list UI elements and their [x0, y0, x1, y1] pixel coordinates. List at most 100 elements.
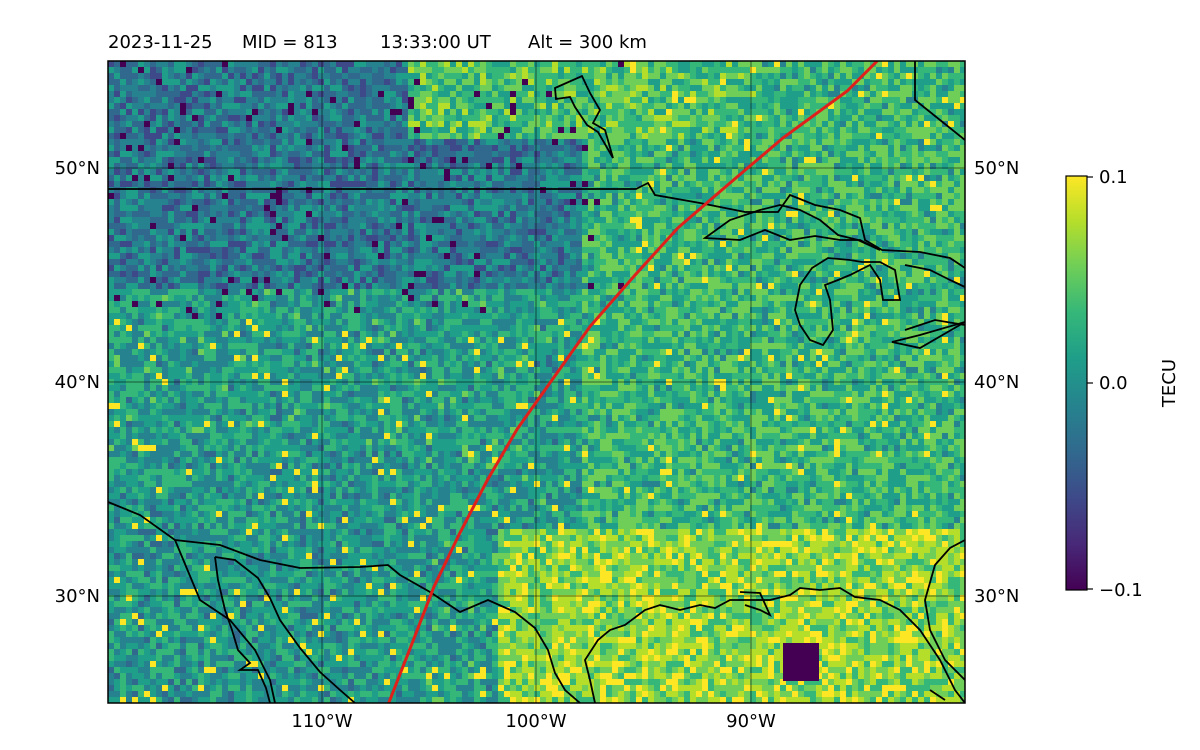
tec-cell	[894, 253, 900, 259]
tec-cell	[606, 247, 612, 253]
tec-cell	[546, 151, 552, 157]
tec-cell	[876, 265, 882, 271]
tec-cell	[822, 73, 828, 79]
tec-cell	[588, 247, 594, 253]
tec-cell	[624, 145, 630, 151]
tec-cell	[678, 229, 684, 235]
tec-cell	[282, 127, 288, 133]
tec-cell	[834, 223, 840, 229]
tec-cell	[156, 79, 162, 85]
tec-cell	[858, 151, 864, 157]
tec-cell	[858, 157, 864, 163]
tec-cell	[666, 181, 672, 187]
tec-cell	[840, 163, 846, 169]
tec-cell	[228, 217, 234, 223]
tec-cell	[714, 91, 720, 97]
tec-cell	[150, 79, 156, 85]
tec-cell	[534, 157, 540, 163]
tec-cell	[486, 175, 492, 181]
tec-cell	[732, 139, 738, 145]
tec-cell	[744, 175, 750, 181]
tec-cell	[426, 61, 432, 67]
tec-cell	[522, 229, 528, 235]
tec-cell	[348, 211, 354, 217]
tec-cell	[672, 139, 678, 145]
tec-cell	[792, 139, 798, 145]
tec-cell	[150, 127, 156, 133]
tec-cell	[408, 241, 414, 247]
tec-cell	[378, 229, 384, 235]
tec-cell	[126, 199, 132, 205]
tec-cell	[366, 187, 372, 193]
tec-cell	[756, 151, 762, 157]
tec-cell	[468, 265, 474, 271]
tec-cell	[258, 139, 264, 145]
tec-cell	[696, 151, 702, 157]
tec-cell	[378, 127, 384, 133]
tec-cell	[450, 247, 456, 253]
tec-cell	[672, 169, 678, 175]
tec-cell	[840, 121, 846, 127]
tec-cell	[720, 91, 726, 97]
tec-cell	[678, 109, 684, 115]
tec-cell	[780, 169, 786, 175]
tec-cell	[618, 241, 624, 247]
tec-cell	[696, 103, 702, 109]
tec-cell	[306, 253, 312, 259]
tec-cell	[828, 109, 834, 115]
tec-cell	[744, 97, 750, 103]
tec-cell	[936, 205, 942, 211]
tec-cell	[708, 175, 714, 181]
tec-cell	[228, 169, 234, 175]
tec-cell	[564, 217, 570, 223]
tec-cell	[144, 133, 150, 139]
tec-cell	[246, 199, 252, 205]
tec-cell	[264, 235, 270, 241]
tec-cell	[528, 265, 534, 271]
tec-cell	[786, 229, 792, 235]
tec-cell	[204, 67, 210, 73]
tec-cell	[132, 223, 138, 229]
tec-cell	[504, 73, 510, 79]
tec-cell	[720, 259, 726, 265]
tec-cell	[132, 247, 138, 253]
tec-cell	[240, 133, 246, 139]
tec-cell	[636, 259, 642, 265]
tec-cell	[846, 97, 852, 103]
tec-cell	[750, 97, 756, 103]
tec-cell	[924, 109, 930, 115]
tec-cell	[558, 139, 564, 145]
tec-cell	[108, 133, 114, 139]
tec-cell	[540, 253, 546, 259]
tec-cell	[198, 73, 204, 79]
tec-cell	[522, 211, 528, 217]
tec-cell	[774, 223, 780, 229]
tec-cell	[324, 205, 330, 211]
tec-cell	[828, 151, 834, 157]
tec-cell	[258, 163, 264, 169]
tec-cell	[588, 187, 594, 193]
tec-cell	[942, 205, 948, 211]
tec-cell	[192, 145, 198, 151]
tec-cell	[606, 181, 612, 187]
tec-cell	[738, 97, 744, 103]
tec-cell	[132, 133, 138, 139]
tec-cell	[228, 121, 234, 127]
tec-cell	[540, 223, 546, 229]
tec-cell	[834, 91, 840, 97]
tec-cell	[636, 157, 642, 163]
tec-cell	[504, 265, 510, 271]
tec-cell	[834, 139, 840, 145]
tec-cell	[564, 247, 570, 253]
tec-cell	[264, 217, 270, 223]
tec-cell	[498, 97, 504, 103]
tec-cell	[900, 67, 906, 73]
tec-cell	[408, 67, 414, 73]
tec-cell	[606, 217, 612, 223]
tec-cell	[372, 115, 378, 121]
tec-cell	[936, 103, 942, 109]
tec-cell	[570, 139, 576, 145]
tec-cell	[552, 67, 558, 73]
tec-cell	[216, 145, 222, 151]
tec-cell	[300, 193, 306, 199]
